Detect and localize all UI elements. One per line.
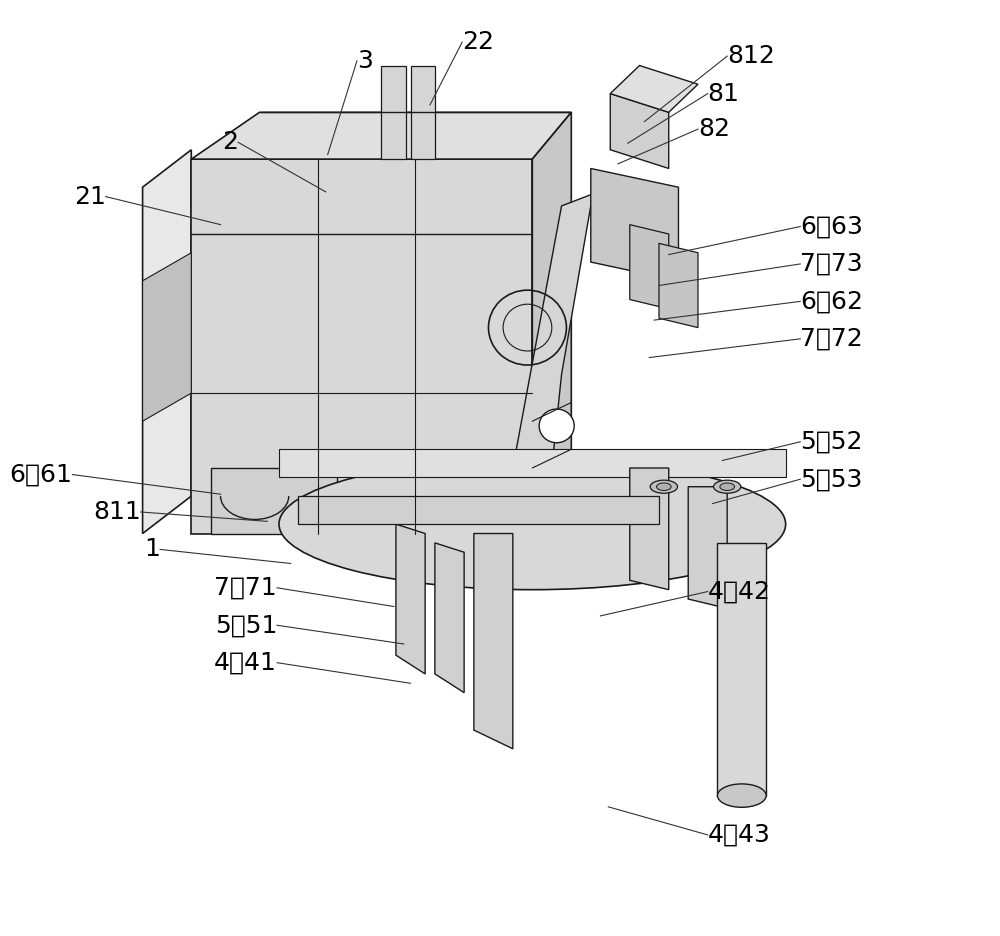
Polygon shape [610,94,669,168]
Ellipse shape [717,784,766,807]
Ellipse shape [720,483,734,490]
Text: 22: 22 [462,30,494,54]
Text: 2: 2 [222,130,238,154]
Polygon shape [191,112,571,159]
Polygon shape [411,66,435,159]
Text: 81: 81 [708,81,740,106]
Polygon shape [717,543,766,796]
Text: 1: 1 [144,537,160,562]
Polygon shape [630,468,669,590]
Text: 5、51: 5、51 [215,613,277,637]
Text: 7、72: 7、72 [800,327,863,351]
Polygon shape [298,496,659,524]
Text: 5、53: 5、53 [800,467,863,491]
Text: 6、61: 6、61 [10,462,72,487]
Circle shape [539,409,574,443]
Text: 811: 811 [93,500,141,524]
Polygon shape [143,150,191,534]
Polygon shape [659,243,698,328]
Text: 7、71: 7、71 [214,576,277,600]
Polygon shape [610,66,698,112]
Text: 21: 21 [74,184,106,209]
Text: 4、42: 4、42 [708,579,771,604]
Text: 4、43: 4、43 [708,823,771,847]
Ellipse shape [279,459,786,590]
Text: 7、73: 7、73 [800,252,863,276]
Ellipse shape [714,480,741,493]
Polygon shape [630,225,669,309]
Ellipse shape [650,480,677,493]
Text: 4、41: 4、41 [214,651,277,675]
Polygon shape [435,543,464,693]
Text: 6、63: 6、63 [800,214,863,239]
Polygon shape [688,487,727,608]
Polygon shape [381,66,406,159]
Text: 812: 812 [727,44,775,68]
Polygon shape [191,159,532,534]
Polygon shape [211,468,337,534]
Polygon shape [532,112,571,534]
Text: 3: 3 [357,49,373,73]
Text: 82: 82 [698,117,730,141]
Polygon shape [396,524,425,674]
Polygon shape [279,449,786,477]
Text: 6、62: 6、62 [800,289,863,314]
Polygon shape [143,253,191,421]
Text: 5、52: 5、52 [800,430,863,454]
Polygon shape [513,187,610,468]
Polygon shape [591,168,678,281]
Ellipse shape [657,483,671,490]
Polygon shape [474,534,513,749]
